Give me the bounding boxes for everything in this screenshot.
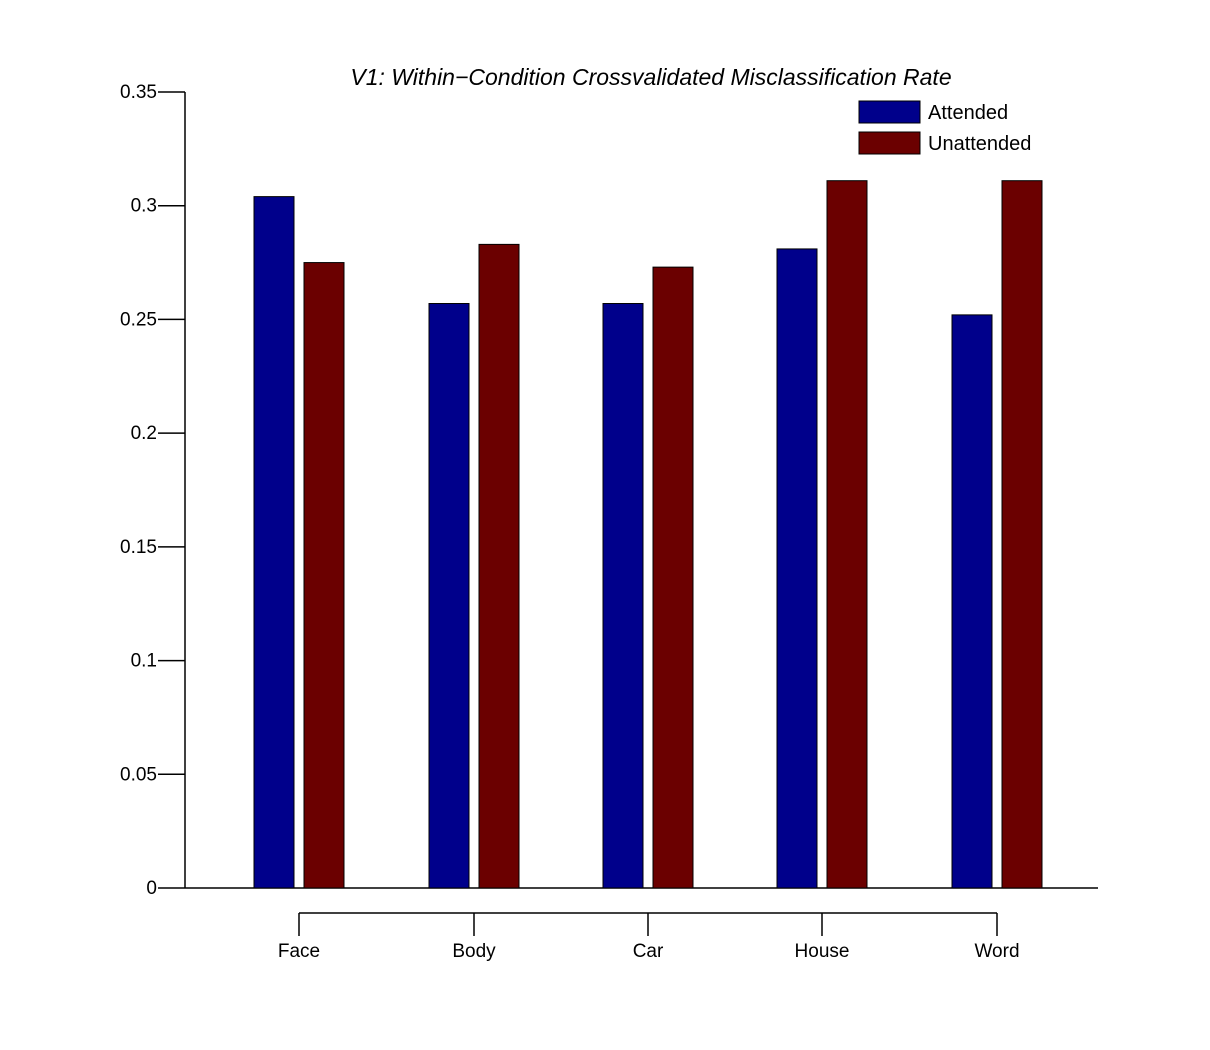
chart-title: V1: Within−Condition Crossvalidated Misc… xyxy=(350,64,951,90)
bar-house-attended xyxy=(776,248,818,889)
y-tick-label: 0.2 xyxy=(131,423,157,444)
y-tick-label: 0.25 xyxy=(120,309,157,330)
legend-label-attended: Attended xyxy=(928,102,1008,124)
x-tick-label-word: Word xyxy=(974,941,1019,962)
x-tick-label-face: Face xyxy=(278,941,320,962)
legend-label-unattended: Unattended xyxy=(928,133,1031,155)
bar-word-unattended xyxy=(1001,180,1043,889)
legend: Attended Unattended xyxy=(858,100,1031,155)
bar-face-unattended xyxy=(303,262,345,889)
bar-word-attended xyxy=(951,314,993,889)
bar-body-unattended xyxy=(478,243,520,889)
bar-car-attended xyxy=(602,303,644,889)
x-tick-label-car: Car xyxy=(633,941,664,962)
y-tick-label: 0.1 xyxy=(131,651,157,672)
y-axis: 0 0.05 0.1 0.15 0.2 0.25 0.3 0.35 xyxy=(120,82,186,899)
x-tick-label-house: House xyxy=(795,941,850,962)
bars-group xyxy=(253,180,1043,889)
bar-car-unattended xyxy=(652,266,694,889)
y-tick-label: 0.15 xyxy=(120,537,157,558)
y-tick-label: 0 xyxy=(146,878,157,899)
y-tick-label: 0.05 xyxy=(120,764,157,785)
x-axis: Face Body Car House Word xyxy=(185,887,1098,962)
x-tick-label-body: Body xyxy=(452,941,496,962)
bar-face-attended xyxy=(253,196,295,889)
y-tick-label: 0.3 xyxy=(131,196,157,217)
legend-swatch-attended xyxy=(858,100,921,124)
legend-swatch-unattended xyxy=(858,131,921,155)
y-tick-label: 0.35 xyxy=(120,82,157,103)
bar-body-attended xyxy=(428,303,470,889)
bar-house-unattended xyxy=(826,180,868,889)
